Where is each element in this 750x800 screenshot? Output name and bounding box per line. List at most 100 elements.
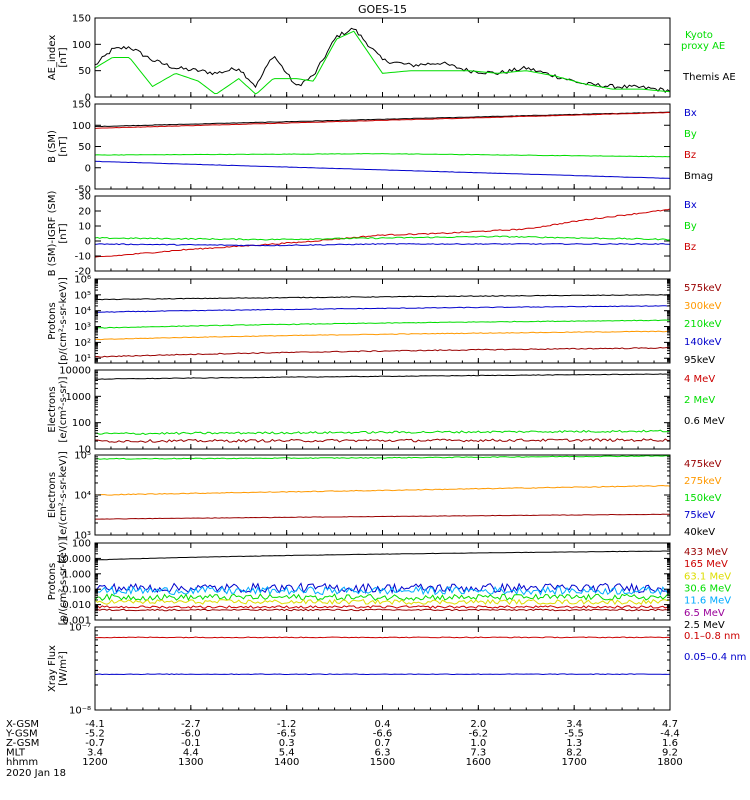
x-axis-value: 0.3: [279, 738, 295, 749]
legend-label: 30.6 MeV: [684, 584, 731, 595]
y-tick-label: 100: [72, 418, 91, 429]
y-axis-label: [nT]: [58, 47, 69, 67]
y-tick-label: 10⁻⁸: [69, 706, 91, 717]
legend-label: 300keV: [684, 301, 722, 312]
legend-label: 165 MeV: [684, 559, 728, 570]
x-axis-value: -2.7: [181, 719, 201, 730]
y-tick-label: 10⁻⁷: [69, 623, 91, 634]
y-tick-label: 10⁵: [74, 451, 91, 462]
series-line-11-6-mev: [94, 585, 671, 596]
series-line-30-6-mev: [94, 593, 671, 602]
y-axis-label: [e/(cm²-s-sr-keV)]: [58, 451, 69, 539]
y-tick-label: 0: [85, 163, 91, 174]
x-axis-value: 1700: [561, 757, 586, 768]
panel-8: 10⁻⁸ 10⁻⁷ Xray Flux [W/m²] 0.1–0.8 nm 0.05–0.…: [47, 623, 746, 717]
x-axis-value: -6.0: [181, 729, 201, 740]
y-axis-label: Protons: [47, 563, 58, 600]
series-line-4-mev: [94, 438, 671, 443]
y-tick-label: 100: [72, 539, 91, 550]
panel-7: 0.001 0.010 0.100 1.000 10.000 100 Protons [p/(…: [47, 538, 731, 631]
x-axis-value: 0.7: [375, 738, 391, 749]
x-axis-value: 2.0: [470, 719, 486, 730]
legend-label: By: [684, 129, 697, 140]
x-axis-value: 1400: [274, 757, 299, 768]
series-line-kyoto-proxy-ae: [94, 30, 671, 95]
x-axis-value: 3.4: [566, 719, 582, 730]
legend-label: 0.6 MeV: [684, 416, 725, 427]
panel-frame: [94, 454, 671, 536]
y-tick-label: 10000: [59, 366, 91, 377]
x-axis-value: 1.0: [470, 738, 486, 749]
series-line-bx: [94, 160, 671, 179]
y-axis-label: [nT]: [58, 223, 69, 243]
legend-label: 40keV: [684, 527, 715, 538]
series-line-63-1-mev: [94, 598, 671, 606]
x-axis-value: 1.6: [662, 738, 678, 749]
legend-label: By: [684, 221, 697, 232]
x-axis-value: -6.2: [469, 729, 489, 740]
panel-4: 10¹ 10² 10³ 10⁴ 10⁵ 10⁶ Protons [p/(cm²-s-sr-ke…: [47, 275, 722, 367]
series-line-475kev: [95, 513, 671, 520]
series-line-140kev: [94, 305, 671, 313]
y-tick-label: 10³: [74, 531, 91, 542]
series-line-themis-ae: [94, 27, 671, 93]
x-axis-value: 8.2: [566, 748, 582, 759]
y-tick-label: 0: [85, 237, 91, 248]
y-tick-label: -50: [75, 185, 91, 196]
y-tick-label: 150: [72, 100, 91, 111]
y-tick-label: 10²: [74, 338, 91, 349]
y-axis-label: B (SM): [47, 130, 58, 163]
y-tick-label: 50: [78, 142, 91, 153]
x-axis-value: 0.4: [375, 719, 391, 730]
y-tick-label: 1000: [66, 392, 91, 403]
y-tick-label: 0: [85, 93, 91, 104]
y-axis-label: [W/m²]: [58, 651, 69, 686]
y-tick-label: 100: [72, 40, 91, 51]
x-axis-row-label: X-GSM: [6, 719, 39, 730]
panel-6: 10³ 10⁴ 10⁵ Electrons [e/(cm²-s-sr-keV)] 475k…: [47, 451, 722, 542]
y-tick-label: 10⁴: [74, 491, 91, 502]
panel-3: -20 -10 0 10 20 30 B (SM)-IGRF (SM) [nT] Bx By Bz: [47, 191, 697, 278]
panel-frame: [94, 195, 671, 272]
legend-label: 433 MeV: [684, 547, 728, 558]
x-axis-value: -5.5: [564, 729, 584, 740]
series-line-0-05-0-4-nm: [94, 673, 671, 676]
legend-label: Bmag: [684, 171, 713, 182]
y-tick-label: -20: [75, 267, 91, 278]
legend-label: 2 MeV: [684, 395, 715, 406]
legend-label: 0.1–0.8 nm: [684, 631, 740, 642]
series-line-bz: [94, 112, 670, 129]
legend-label: 210keV: [684, 319, 722, 330]
series-line-95kev: [94, 294, 671, 301]
y-tick-label: 20: [78, 207, 91, 218]
x-axis-value: -6.6: [373, 729, 393, 740]
y-tick-label: 1.000: [62, 569, 91, 580]
series-line-0-1-0-8-nm: [94, 636, 671, 639]
y-axis-label: [p/(cm²-s-sr-keV)]: [58, 538, 69, 626]
y-axis-label: AE_index: [47, 35, 58, 81]
legend-label: 0.05–0.4 nm: [684, 652, 746, 663]
series-line-6-5-mev: [94, 582, 671, 595]
legend-label: Kyoto: [685, 30, 713, 41]
legend-label: 275keV: [684, 476, 722, 487]
y-tick-label: 0.010: [62, 600, 91, 611]
x-axis-date: 2020 Jan 18: [6, 768, 66, 779]
legend-label: 150keV: [684, 493, 722, 504]
series-line-2-mev: [94, 429, 671, 436]
series-line-210kev: [94, 319, 670, 329]
x-axis-value: 4.7: [662, 719, 678, 730]
chart-title: GOES-15: [358, 3, 407, 16]
y-axis-label: [p/(cm²-s-sr-keV)]: [58, 277, 69, 365]
legend-label: 11.6 MeV: [684, 596, 731, 607]
series-line-575kev: [94, 346, 671, 358]
series-line-300kev: [94, 330, 670, 341]
panel-2: -50 0 50 100 150 B (SM) [nT] Bx By Bz Bmag: [47, 100, 713, 196]
y-tick-label: 10: [78, 445, 91, 456]
y-tick-label: 50: [78, 66, 91, 77]
x-axis-value: 1200: [82, 757, 107, 768]
x-axis-value: -0.7: [85, 738, 105, 749]
y-tick-label: 10.000: [56, 554, 91, 565]
y-axis-label: [e/(cm²-s-sr)]: [58, 376, 69, 442]
